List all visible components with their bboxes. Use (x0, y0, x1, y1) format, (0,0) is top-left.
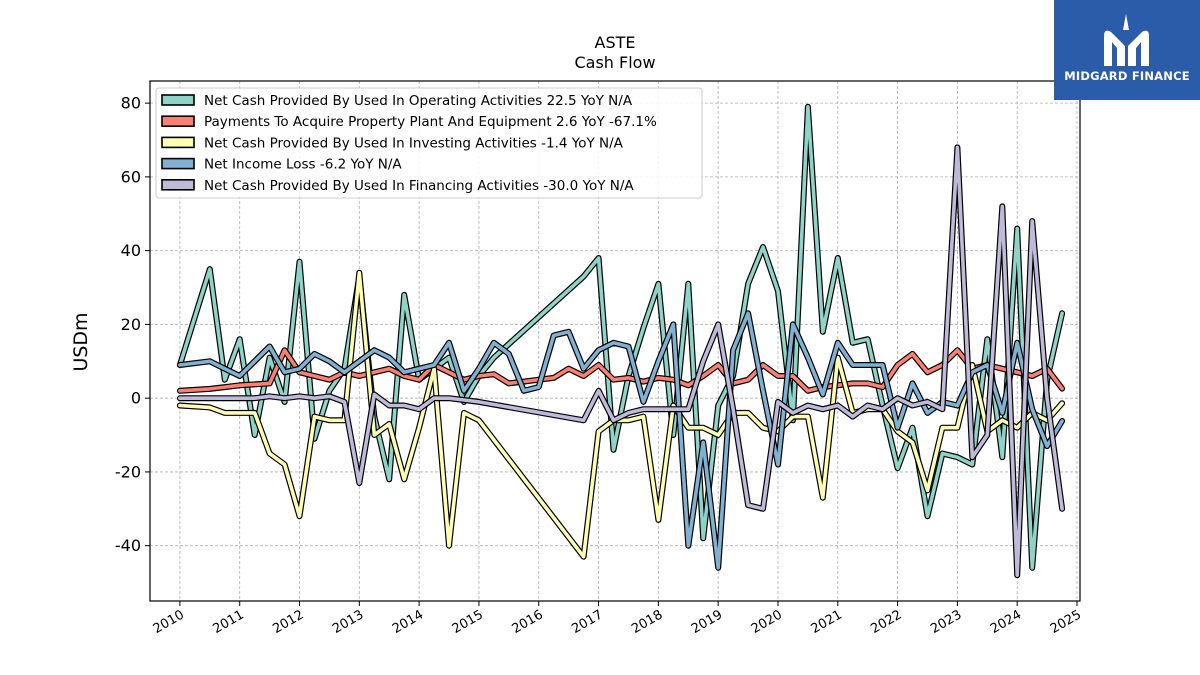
y-tick-label: 20 (121, 315, 141, 334)
midgard-m-icon (1104, 14, 1149, 67)
x-tick-label: 2023 (928, 607, 964, 637)
x-tick-label: 2012 (270, 607, 306, 637)
y-tick-label: 40 (121, 241, 141, 260)
legend-label: Net Cash Provided By Used In Operating A… (204, 93, 633, 109)
series-lines (176, 103, 1066, 579)
x-tick-label: 2011 (211, 607, 247, 637)
x-tick-label: 2021 (809, 607, 845, 637)
legend-swatch (161, 115, 195, 127)
legend-swatch (161, 94, 195, 106)
legend-swatch (161, 136, 195, 149)
x-tick-label: 2014 (390, 607, 426, 637)
legend-swatch (161, 179, 195, 191)
x-tick-label: 2019 (689, 607, 725, 637)
y-axis-label: USDm (70, 312, 92, 371)
series-line-4 (178, 311, 1064, 570)
x-tick-label: 2017 (569, 607, 605, 637)
y-tick-label: 60 (121, 167, 141, 186)
legend-label: Net Cash Provided By Used In Investing A… (204, 135, 624, 151)
x-tick-label: 2015 (450, 607, 486, 637)
chart-subtitle: Cash Flow (574, 53, 655, 72)
legend-swatch (161, 157, 195, 170)
legend-box (155, 87, 703, 199)
y-tick-label: 80 (121, 94, 141, 113)
x-tick-label: 2016 (510, 607, 546, 637)
y-tick-label: -40 (115, 536, 141, 555)
legend: Net Cash Provided By Used In Operating A… (155, 87, 703, 199)
x-tick-label: 2022 (868, 607, 904, 637)
legend-label: Net Cash Provided By Used In Financing A… (204, 178, 634, 194)
x-tick-label: 2020 (749, 607, 785, 637)
x-tick-label: 2018 (629, 607, 665, 637)
series-line-5 (178, 145, 1064, 578)
x-tick-label: 2013 (330, 607, 366, 637)
y-tick-label: -20 (115, 462, 141, 481)
x-tick-label: 2024 (988, 607, 1024, 637)
y-tick-label: 0 (131, 389, 141, 408)
chart-title: ASTE (595, 33, 636, 52)
x-tick-label: 2025 (1048, 607, 1084, 637)
brand-name: MIDGARD FINANCE (1064, 69, 1190, 83)
series-line-3 (178, 270, 1064, 559)
plot-frame (149, 80, 1081, 602)
legend-label: Net Income Loss -6.2 YoY N/A (204, 157, 402, 173)
brand-logo: MIDGARD FINANCE (1054, 0, 1200, 100)
x-tick-label: 2010 (151, 607, 187, 637)
legend-label: Payments To Acquire Property Plant And E… (204, 114, 657, 130)
